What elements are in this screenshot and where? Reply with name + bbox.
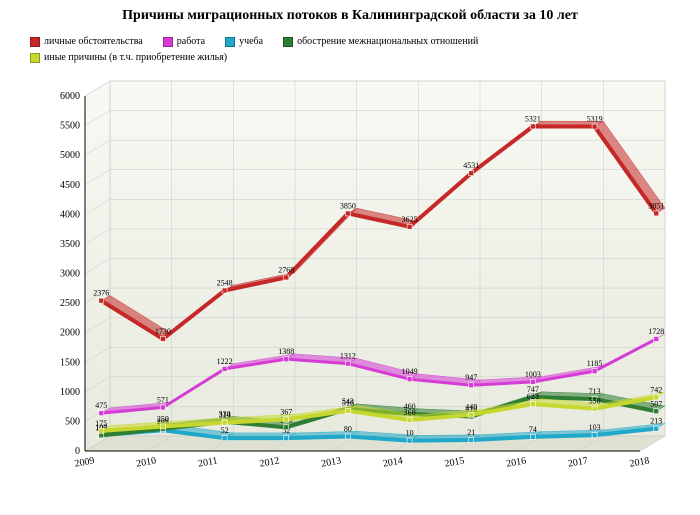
data-label: 628 <box>527 392 539 401</box>
data-label: 1730 <box>155 327 171 336</box>
y-tick-label: 3500 <box>60 239 80 250</box>
data-label: 1049 <box>402 367 418 376</box>
legend-label: иные причины (в т.ч. приобретение жилья) <box>44 52 227 63</box>
y-tick-label: 4500 <box>60 180 80 191</box>
legend-item: работа <box>163 34 205 50</box>
y-tick-label: 4000 <box>60 209 80 220</box>
data-label: 713 <box>589 387 601 396</box>
y-tick-label: 5500 <box>60 121 80 132</box>
legend-marker <box>30 53 40 63</box>
chart-container: Причины миграционных потоков в Калинингр… <box>0 0 700 515</box>
x-tick-label: 2013 <box>320 455 342 469</box>
legend-label: обострение межнациональных отношений <box>297 36 478 47</box>
data-label: 213 <box>650 417 662 426</box>
x-tick-label: 2018 <box>629 455 651 469</box>
data-label: 947 <box>465 373 477 382</box>
y-tick-label: 5000 <box>60 150 80 161</box>
legend-item: личные обстоятельства <box>30 34 143 50</box>
data-label: 1312 <box>340 352 356 361</box>
chart-svg: 0 500 1000 1500 2000 2500 3000 3500 4000 4500 5000… <box>50 71 680 491</box>
legend-label: учеба <box>239 36 263 47</box>
data-label: 5319 <box>587 115 603 124</box>
x-tick-label: 2012 <box>259 455 281 469</box>
legend-item: обострение межнациональных отношений <box>283 34 478 50</box>
legend-label: личные обстоятельства <box>44 36 143 47</box>
data-label: 448 <box>465 403 477 412</box>
x-tick-label: 2009 <box>74 455 96 469</box>
data-label: 1003 <box>525 370 541 379</box>
chart-title: Причины миграционных потоков в Калинингр… <box>0 0 700 24</box>
data-label: 507 <box>650 399 662 408</box>
data-label: 1388 <box>278 347 294 356</box>
data-label: 4531 <box>463 161 479 170</box>
x-tick-label: 2014 <box>382 455 404 469</box>
data-label: 2548 <box>217 278 233 287</box>
data-label: 314 <box>219 411 231 420</box>
data-label: 250 <box>157 414 169 423</box>
data-label: 2376 <box>93 289 109 298</box>
data-label: 367 <box>280 408 292 417</box>
data-label: 3851 <box>648 201 664 210</box>
y-tick-label: 0 <box>75 446 80 457</box>
data-label: 3625 <box>402 215 418 224</box>
legend-marker <box>30 37 40 47</box>
y-tick-label: 1500 <box>60 357 80 368</box>
data-label: 52 <box>221 426 229 435</box>
x-tick-label: 2015 <box>444 455 466 469</box>
data-label: 5321 <box>525 114 541 123</box>
data-label: 2768 <box>278 265 294 274</box>
data-label: 475 <box>95 401 107 410</box>
legend-label: работа <box>177 36 205 47</box>
data-label: 571 <box>157 395 169 404</box>
y-tick-label: 6000 <box>60 91 80 102</box>
data-label: 360 <box>404 408 416 417</box>
data-label: 1185 <box>587 359 603 368</box>
data-label: 3850 <box>340 201 356 210</box>
data-label: 516 <box>342 399 354 408</box>
data-label: 21 <box>467 428 475 437</box>
plot-area: 0 500 1000 1500 2000 2500 3000 3500 4000 4500 5000… <box>50 71 680 471</box>
x-tick-label: 2011 <box>197 455 218 469</box>
data-label: 1728 <box>648 327 664 336</box>
y-tick-label: 3000 <box>60 269 80 280</box>
legend-item: учеба <box>225 34 263 50</box>
legend-item: иные причины (в т.ч. приобретение жилья) <box>30 50 227 66</box>
legend-marker <box>225 37 235 47</box>
y-tick-label: 500 <box>65 416 80 427</box>
data-label: 103 <box>589 423 601 432</box>
data-label: 1222 <box>217 357 233 366</box>
y-tick-label: 1000 <box>60 387 80 398</box>
legend-marker <box>283 37 293 47</box>
data-label: 175 <box>95 419 107 428</box>
y-tick-label: 2500 <box>60 298 80 309</box>
legend-marker <box>163 37 173 47</box>
data-label: 80 <box>344 425 352 434</box>
data-label: 742 <box>650 385 662 394</box>
data-label: 550 <box>589 397 601 406</box>
data-label: 10 <box>406 429 414 438</box>
x-tick-label: 2016 <box>505 455 527 469</box>
x-tick-label: 2017 <box>567 455 589 469</box>
x-tick-label: 2010 <box>135 455 157 469</box>
data-label: 74 <box>529 425 537 434</box>
y-tick-label: 2000 <box>60 328 80 339</box>
legend: личные обстоятельства работа учеба обострен… <box>0 24 700 71</box>
